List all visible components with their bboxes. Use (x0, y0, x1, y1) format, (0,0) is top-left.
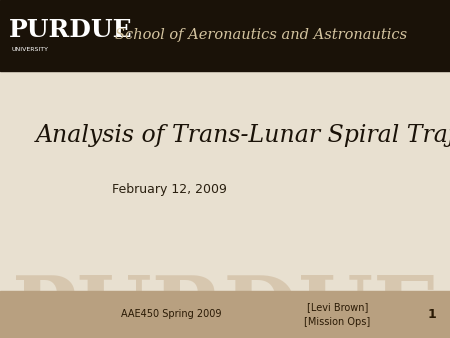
Text: School of Aeronautics and Astronautics: School of Aeronautics and Astronautics (115, 28, 407, 43)
Text: [Levi Brown]: [Levi Brown] (307, 302, 368, 312)
Text: Analysis of Trans-Lunar Spiral Trajectory: Analysis of Trans-Lunar Spiral Trajector… (36, 124, 450, 147)
Text: UNIVERSITY: UNIVERSITY (11, 47, 48, 51)
Text: PURDUE: PURDUE (12, 272, 438, 338)
Text: February 12, 2009: February 12, 2009 (112, 183, 227, 196)
Text: [Mission Ops]: [Mission Ops] (304, 317, 371, 327)
Bar (0, 291, 450, 338)
Bar (0, 0, 450, 71)
Text: 1: 1 (428, 308, 436, 321)
Text: AAE450 Spring 2009: AAE450 Spring 2009 (121, 309, 221, 319)
Text: PURDUE: PURDUE (9, 18, 133, 43)
